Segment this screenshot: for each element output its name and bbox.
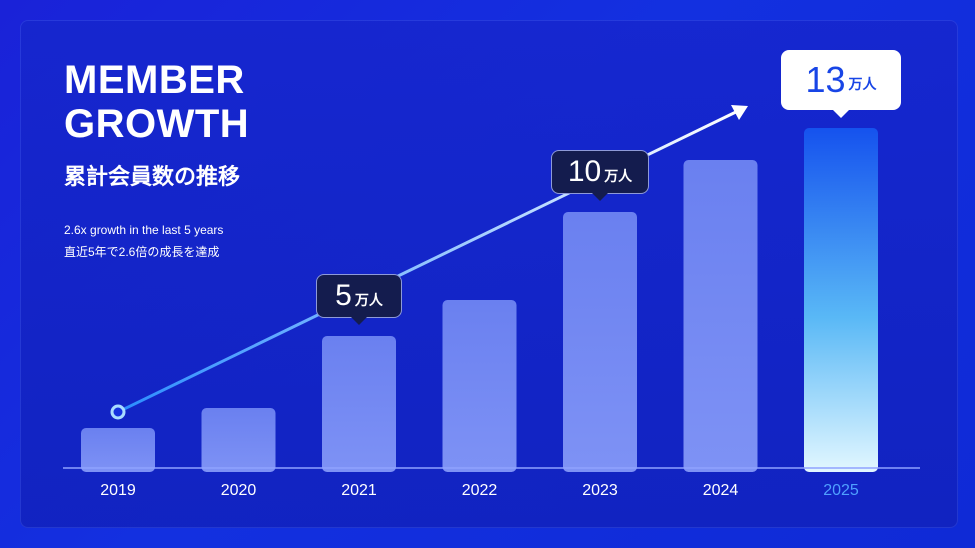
growth-note-ja: 直近5年で2.6倍の成長を達成 bbox=[64, 245, 220, 259]
bar-2023 bbox=[563, 212, 637, 472]
x-tick-label-2019: 2019 bbox=[100, 482, 136, 499]
callout-value: 5 bbox=[335, 279, 352, 312]
callout-unit: 万人 bbox=[848, 76, 877, 92]
x-tick-label-2024: 2024 bbox=[703, 482, 739, 499]
page-title: MEMBER GROWTH bbox=[64, 58, 249, 146]
bar-2022 bbox=[442, 300, 517, 472]
bar-2024 bbox=[683, 160, 758, 472]
trend-start-marker bbox=[110, 404, 126, 420]
callout-2025: 13 万人 bbox=[781, 50, 901, 118]
growth-note-en: 2.6x growth in the last 5 years bbox=[64, 223, 224, 237]
trend-arrow-head bbox=[731, 105, 748, 120]
bar-2020 bbox=[201, 408, 276, 472]
page-subtitle: 累計会員数の推移 bbox=[64, 164, 241, 189]
x-tick-label-2023: 2023 bbox=[582, 482, 618, 499]
title-line-1: MEMBER bbox=[64, 58, 245, 102]
bar-2019 bbox=[81, 428, 155, 472]
callout-unit: 万人 bbox=[604, 168, 633, 184]
callout-unit: 万人 bbox=[354, 292, 383, 308]
callout-value: 10 bbox=[567, 155, 602, 188]
x-tick-label-2025: 2025 bbox=[823, 482, 859, 499]
title-line-2: GROWTH bbox=[64, 102, 250, 146]
bar-2025 bbox=[804, 128, 878, 472]
x-tick-label-2020: 2020 bbox=[221, 482, 257, 499]
callout-2023: 10 万人 bbox=[551, 150, 649, 201]
callout-2021: 5 万人 bbox=[316, 274, 402, 325]
x-tick-label-2022: 2022 bbox=[462, 482, 498, 499]
callout-value: 13 bbox=[805, 59, 846, 100]
x-tick-label-2021: 2021 bbox=[341, 482, 377, 499]
bar-2021 bbox=[322, 336, 396, 472]
